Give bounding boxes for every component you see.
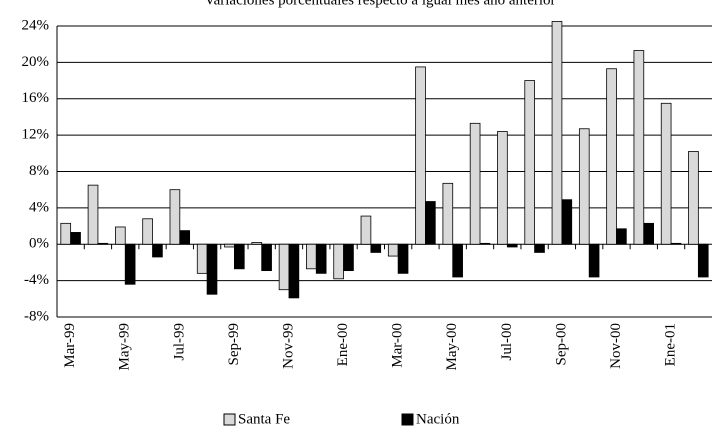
y-tick-label: -8% [24, 308, 49, 324]
bar [152, 243, 163, 258]
bar [288, 243, 300, 299]
bar [616, 228, 627, 245]
x-tick-label: Mar-00 [390, 323, 406, 368]
x-tick-label: Sep-99 [226, 323, 242, 366]
chart-title: Variaciones porcentuales respecto a igua… [204, 0, 555, 8]
legend-swatch [401, 413, 414, 426]
bar [415, 66, 426, 245]
bar [551, 21, 563, 245]
bar [333, 243, 344, 280]
bar [660, 102, 672, 245]
y-tick-label: 8% [29, 163, 49, 179]
legend-label: Santa Fe [238, 411, 290, 427]
bar [306, 243, 317, 270]
x-tick-label: Nov-00 [608, 323, 624, 369]
bar [206, 243, 218, 295]
bar [60, 222, 72, 245]
bar [87, 184, 99, 245]
bar [251, 242, 263, 245]
bar [452, 243, 463, 278]
bar [315, 243, 327, 274]
legend-label: Nación [416, 411, 460, 427]
bar [397, 243, 409, 274]
bar [142, 218, 153, 245]
bar [387, 243, 399, 257]
x-tick-label: Sep-00 [553, 323, 569, 366]
bar [497, 131, 508, 245]
bar [224, 243, 235, 248]
bar [370, 243, 382, 253]
bar [633, 50, 645, 245]
bar [524, 80, 536, 245]
y-tick-label: 20% [22, 54, 50, 70]
y-tick-label: 12% [22, 127, 50, 143]
bar [588, 243, 600, 278]
bar [124, 243, 136, 285]
x-tick-label: Mar-99 [62, 323, 78, 368]
bar [97, 242, 109, 245]
bar [561, 199, 573, 245]
bar [697, 243, 709, 278]
bar [479, 242, 491, 245]
x-tick-label: Ene-00 [335, 323, 351, 366]
x-tick-label: Ene-01 [663, 323, 679, 366]
x-tick-label: Jul-00 [499, 323, 515, 361]
bar [343, 243, 354, 272]
bar [643, 222, 654, 245]
bar [578, 128, 590, 245]
bar [169, 189, 181, 245]
y-tick-label: 24% [22, 17, 50, 33]
bar [606, 68, 617, 245]
bar [196, 243, 208, 274]
y-tick-label: -4% [24, 272, 49, 288]
bar [688, 151, 699, 245]
bar [179, 230, 191, 245]
x-tick-label: Nov-99 [280, 323, 296, 369]
bar [670, 242, 682, 245]
bar [534, 243, 545, 253]
x-tick-label: May-99 [117, 323, 133, 371]
bar [469, 122, 481, 245]
bar [233, 243, 245, 270]
y-tick-label: 16% [22, 90, 50, 106]
bar [506, 243, 518, 248]
bar [442, 182, 454, 245]
bar [425, 201, 436, 245]
x-tick-label: May-00 [444, 323, 460, 371]
bar [261, 243, 272, 272]
x-tick-label: Jul-99 [171, 323, 187, 361]
bar [115, 226, 126, 245]
bar [278, 243, 290, 291]
legend-swatch [223, 413, 236, 426]
bar [70, 232, 81, 245]
bar [360, 215, 372, 245]
y-tick-label: 4% [29, 199, 49, 215]
y-tick-label: 0% [29, 236, 49, 252]
